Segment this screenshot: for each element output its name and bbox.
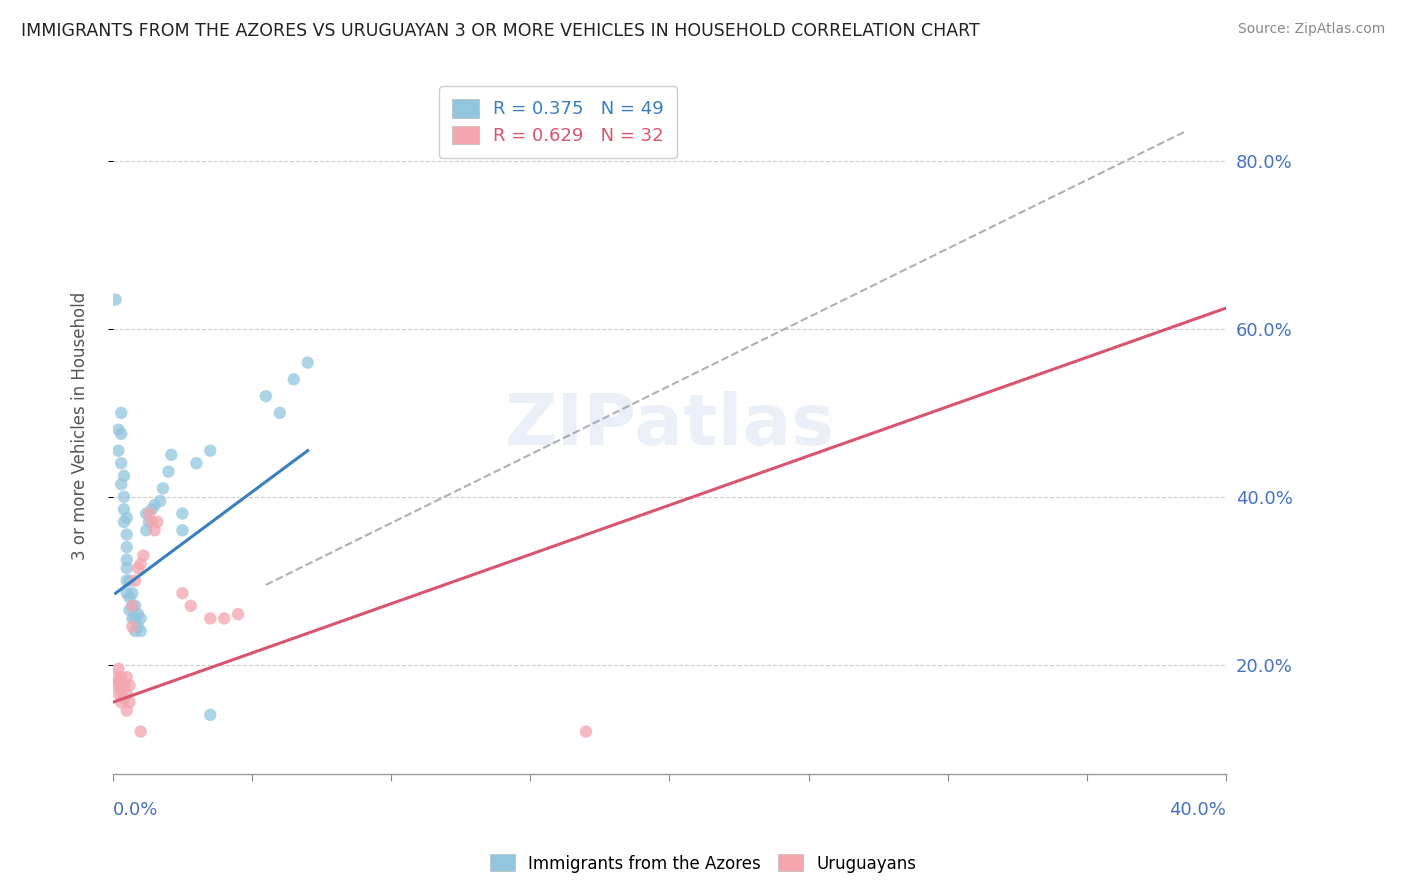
Point	[200, 611, 222, 625]
Point	[141, 515, 163, 529]
Point	[186, 456, 208, 470]
Point	[129, 624, 152, 638]
Point	[149, 494, 172, 508]
Point	[115, 704, 138, 718]
Point	[121, 611, 143, 625]
Point	[575, 724, 598, 739]
Legend: R = 0.375   N = 49, R = 0.629   N = 32: R = 0.375 N = 49, R = 0.629 N = 32	[439, 87, 676, 158]
Point	[110, 456, 132, 470]
Point	[143, 498, 166, 512]
Point	[115, 552, 138, 566]
Point	[129, 724, 152, 739]
Point	[226, 607, 249, 622]
Point	[212, 611, 235, 625]
Text: ZIPatlas: ZIPatlas	[505, 391, 835, 460]
Point	[152, 482, 174, 496]
Point	[135, 524, 157, 538]
Point	[138, 507, 160, 521]
Point	[157, 465, 180, 479]
Point	[107, 662, 129, 676]
Point	[124, 624, 146, 638]
Point	[110, 695, 132, 709]
Point	[127, 620, 149, 634]
Point	[141, 502, 163, 516]
Point	[104, 678, 127, 692]
Point	[107, 687, 129, 701]
Point	[172, 507, 194, 521]
Point	[129, 611, 152, 625]
Point	[297, 355, 319, 369]
Point	[112, 502, 135, 516]
Point	[132, 549, 155, 563]
Point	[124, 599, 146, 613]
Point	[115, 586, 138, 600]
Point	[115, 574, 138, 588]
Point	[118, 603, 141, 617]
Point	[200, 443, 222, 458]
Point	[160, 448, 183, 462]
Point	[118, 695, 141, 709]
Point	[115, 687, 138, 701]
Point	[112, 678, 135, 692]
Point	[118, 574, 141, 588]
Point	[124, 574, 146, 588]
Point	[127, 561, 149, 575]
Point	[115, 561, 138, 575]
Point	[121, 586, 143, 600]
Text: 0.0%: 0.0%	[112, 801, 159, 820]
Point	[121, 599, 143, 613]
Point	[110, 670, 132, 684]
Point	[107, 443, 129, 458]
Point	[107, 674, 129, 689]
Point	[143, 524, 166, 538]
Point	[118, 678, 141, 692]
Legend: Immigrants from the Azores, Uruguayans: Immigrants from the Azores, Uruguayans	[484, 847, 922, 880]
Point	[129, 557, 152, 571]
Point	[107, 423, 129, 437]
Point	[172, 524, 194, 538]
Point	[110, 406, 132, 420]
Point	[104, 670, 127, 684]
Point	[115, 540, 138, 554]
Y-axis label: 3 or more Vehicles in Household: 3 or more Vehicles in Household	[72, 292, 89, 559]
Point	[110, 682, 132, 697]
Point	[138, 515, 160, 529]
Text: Source: ZipAtlas.com: Source: ZipAtlas.com	[1237, 22, 1385, 37]
Point	[110, 426, 132, 441]
Point	[121, 620, 143, 634]
Point	[110, 477, 132, 491]
Point	[180, 599, 202, 613]
Point	[112, 490, 135, 504]
Point	[124, 611, 146, 625]
Point	[115, 527, 138, 541]
Point	[112, 515, 135, 529]
Point	[135, 507, 157, 521]
Point	[118, 591, 141, 605]
Point	[172, 586, 194, 600]
Point	[112, 468, 135, 483]
Point	[115, 670, 138, 684]
Point	[115, 510, 138, 524]
Point	[269, 406, 291, 420]
Point	[200, 707, 222, 722]
Text: IMMIGRANTS FROM THE AZORES VS URUGUAYAN 3 OR MORE VEHICLES IN HOUSEHOLD CORRELAT: IMMIGRANTS FROM THE AZORES VS URUGUAYAN …	[21, 22, 980, 40]
Point	[112, 691, 135, 706]
Text: 40.0%: 40.0%	[1170, 801, 1226, 820]
Point	[121, 599, 143, 613]
Point	[254, 389, 277, 403]
Point	[104, 293, 127, 307]
Point	[127, 607, 149, 622]
Point	[283, 372, 305, 386]
Point	[146, 515, 169, 529]
